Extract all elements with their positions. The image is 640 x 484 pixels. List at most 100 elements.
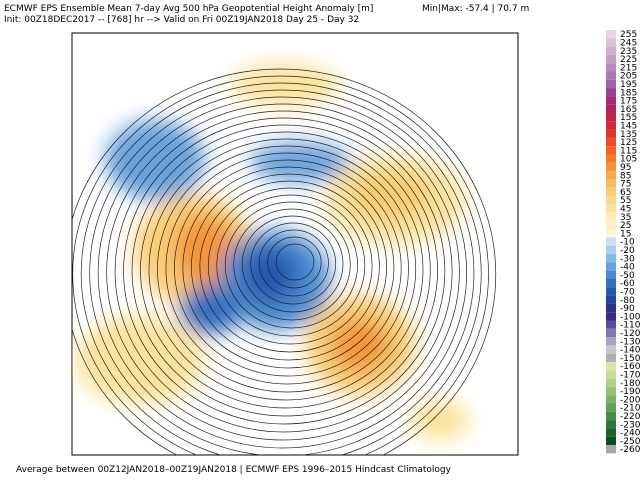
- colorbar-swatch: [606, 179, 616, 188]
- colorbar-swatch: [606, 220, 616, 230]
- colorbar-swatch: [606, 328, 616, 338]
- colorbar: 2552452352252152051951851751651551451351…: [606, 30, 640, 455]
- colorbar-swatch: [606, 88, 616, 97]
- colorbar-swatch: [606, 96, 616, 105]
- contour: [174, 159, 402, 377]
- colorbar-label: 125: [620, 138, 637, 148]
- colorbar-swatch: [606, 162, 616, 172]
- colorbar-swatch: [606, 229, 616, 238]
- colorbar-label: 35: [620, 213, 631, 223]
- colorbar-label: 45: [620, 204, 631, 214]
- contour: [114, 110, 453, 433]
- colorbar-label: -20: [620, 246, 635, 256]
- colorbar-swatch: [606, 403, 616, 412]
- contour: [191, 173, 388, 361]
- colorbar-swatch: [606, 104, 616, 113]
- colorbar-label: -220: [620, 412, 640, 422]
- colorbar-label: 85: [620, 171, 631, 181]
- colorbar-swatch: [606, 395, 616, 404]
- colorbar-label: 235: [620, 47, 637, 57]
- colorbar-swatch: [606, 386, 616, 396]
- colorbar-label: -200: [620, 395, 640, 405]
- contour: [131, 124, 438, 417]
- colorbar-label: 75: [620, 180, 631, 190]
- colorbar-swatch: [606, 320, 616, 329]
- colorbar-swatch: [606, 54, 616, 64]
- colorbar-swatch: [606, 129, 616, 138]
- contour: [80, 82, 482, 455]
- colorbar-swatch: [606, 212, 616, 221]
- contour: [224, 201, 358, 329]
- colorbar-label: 155: [620, 113, 637, 123]
- colorbar-label: -40: [620, 263, 635, 273]
- colorbar-swatch: [606, 270, 616, 279]
- colorbar-swatch: [606, 196, 616, 205]
- contour: [97, 96, 468, 449]
- colorbar-label: -250: [620, 437, 640, 447]
- colorbar-swatch: [606, 38, 616, 47]
- contour: [123, 117, 446, 425]
- colorbar-swatch: [606, 79, 616, 89]
- colorbar-label: 15: [620, 229, 631, 239]
- colorbar-swatch: [606, 121, 616, 130]
- contour: [148, 138, 424, 401]
- init-line: Init: 00Z18DEC2017 -- [768] hr --> Valid…: [4, 15, 359, 25]
- colorbar-swatch: [606, 353, 616, 362]
- contour: [233, 208, 351, 321]
- colorbar-label: -80: [620, 296, 635, 306]
- colorbar-swatch: [606, 345, 616, 354]
- colorbar-label: -10: [620, 238, 635, 248]
- colorbar-label: 245: [620, 38, 637, 48]
- colorbar-label: -100: [620, 312, 640, 322]
- colorbar-label: -140: [620, 346, 640, 356]
- colorbar-label: -30: [620, 254, 635, 264]
- colorbar-label: -120: [620, 329, 640, 339]
- colorbar-swatch: [606, 287, 616, 296]
- contour: [199, 180, 380, 353]
- colorbar-label: -110: [620, 321, 640, 331]
- contour: [216, 194, 366, 337]
- colorbar-label: -210: [620, 404, 640, 414]
- colorbar-label: 165: [620, 105, 637, 115]
- contour: [165, 152, 409, 385]
- colorbar-swatch: [606, 137, 616, 147]
- colorbar-swatch: [606, 254, 616, 263]
- colorbar-swatch: [606, 113, 616, 122]
- colorbar-swatch: [606, 279, 616, 288]
- colorbar-swatch: [606, 146, 616, 155]
- height-contours: [72, 68, 497, 455]
- colorbar-label: 95: [620, 163, 631, 173]
- colorbar-swatch: [606, 63, 616, 72]
- contour: [241, 215, 344, 313]
- colorbar-swatch: [606, 378, 616, 387]
- contour: [72, 68, 497, 455]
- colorbar-swatch: [606, 154, 616, 163]
- colorbar-swatch: [606, 428, 616, 437]
- colorbar-label: -240: [620, 429, 640, 439]
- contour: [106, 103, 460, 441]
- contour: [250, 222, 337, 305]
- contour: [157, 145, 417, 393]
- colorbar-swatch: [606, 445, 616, 454]
- colorbar-swatch: [606, 187, 616, 196]
- colorbar-swatch: [606, 30, 616, 39]
- colorbar-swatch: [606, 262, 616, 271]
- colorbar-label: 225: [620, 55, 637, 65]
- colorbar-label: 175: [620, 97, 637, 107]
- colorbar-label: -190: [620, 387, 640, 397]
- colorbar-swatch: [606, 362, 616, 371]
- contour: [182, 166, 395, 369]
- colorbar-label: 205: [620, 72, 637, 82]
- colorbar-swatch: [606, 337, 616, 346]
- colorbar-label: 115: [620, 146, 637, 156]
- colorbar-swatch: [606, 46, 616, 55]
- contour: [140, 131, 431, 409]
- colorbar-label: -180: [620, 379, 640, 389]
- colorbar-label: 215: [620, 63, 637, 73]
- colorbar-label: 135: [620, 130, 637, 140]
- colorbar-swatch: [606, 436, 616, 445]
- contour: [89, 89, 475, 455]
- colorbar-label: 25: [620, 221, 631, 231]
- colorbar-swatch: [606, 420, 616, 429]
